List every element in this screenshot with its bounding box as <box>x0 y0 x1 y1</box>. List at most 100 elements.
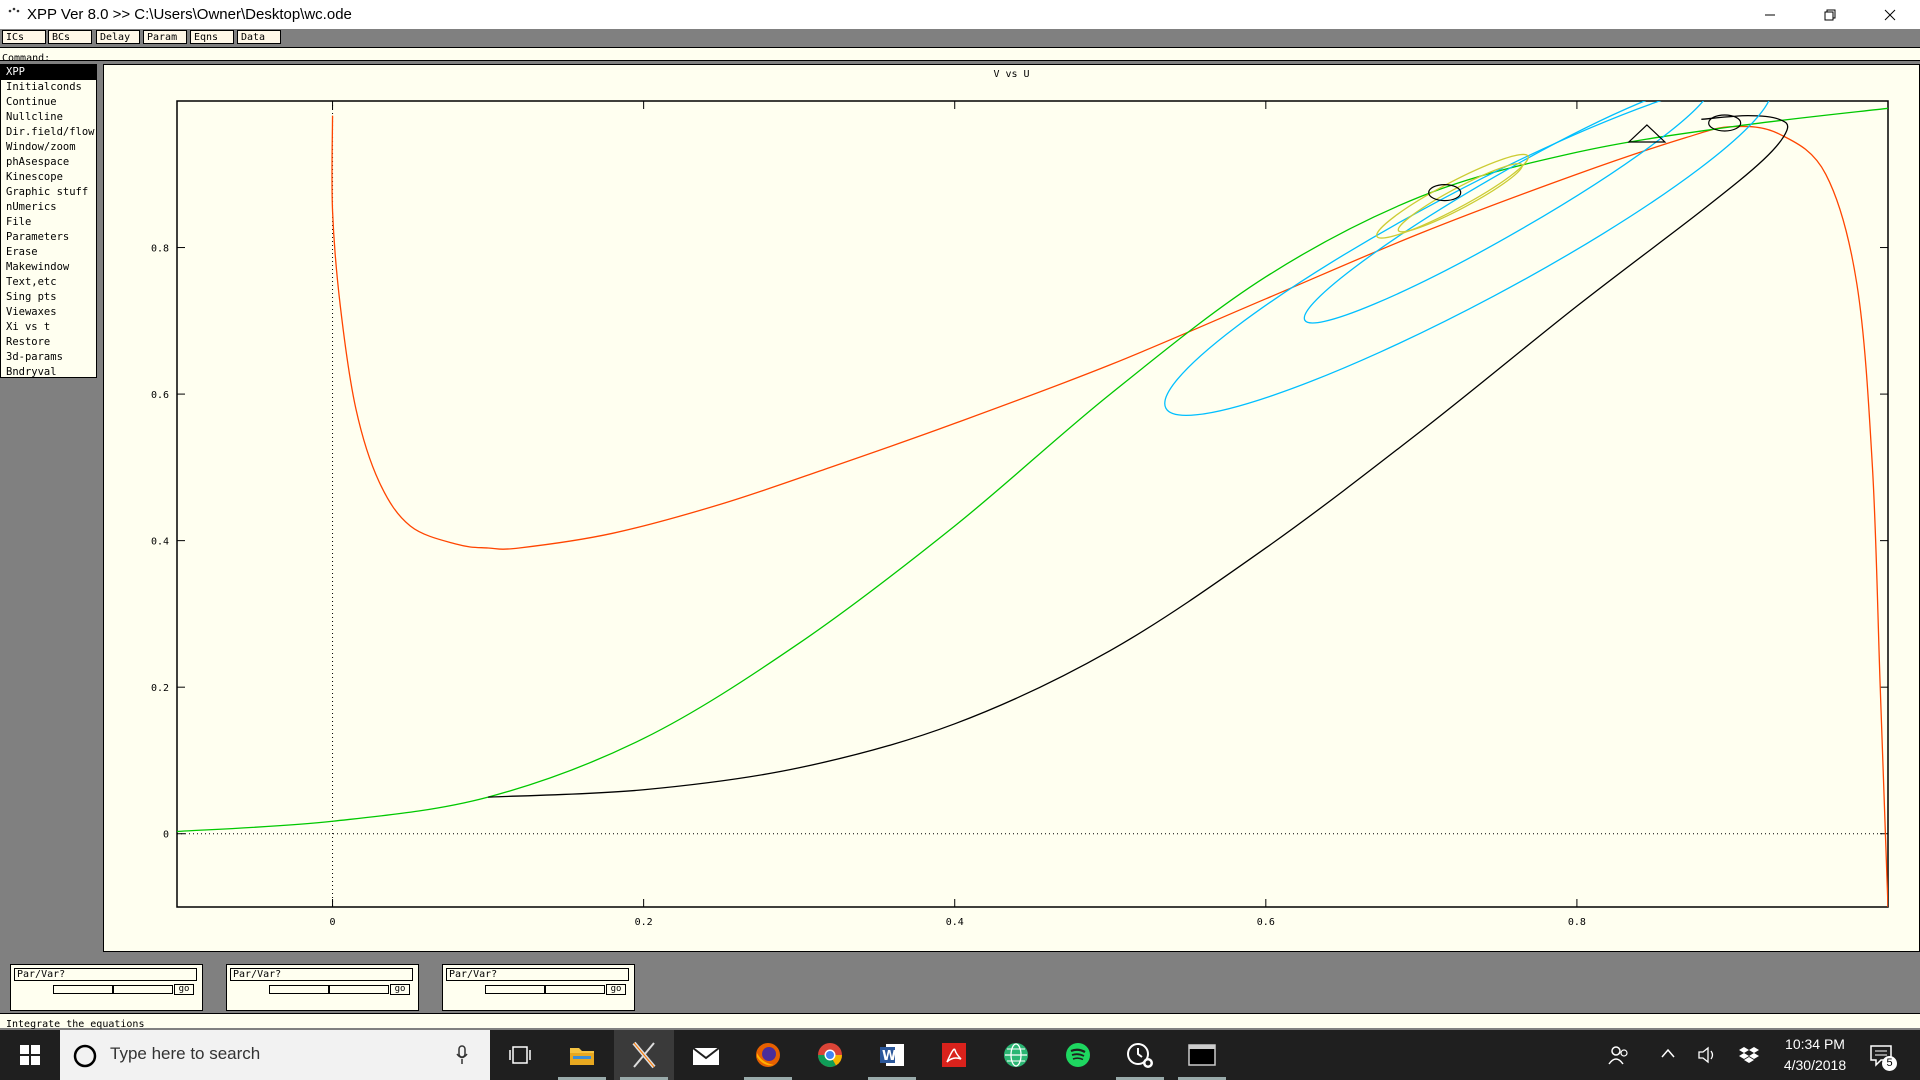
windows-taskbar: Type here to search W <box>0 1030 1920 1080</box>
fixed-point-2 <box>1627 124 1667 143</box>
minimize-icon <box>1765 14 1775 15</box>
orbit-4-0 <box>1376 153 1529 239</box>
active-indicator <box>1116 1077 1164 1080</box>
clock-time: 10:34 PM <box>1785 1036 1845 1052</box>
main-menu: XPP Initialconds Continue Nullcline Dir.… <box>0 64 97 378</box>
plot-curves <box>177 101 1888 907</box>
slider-3-label[interactable]: Par/Var? <box>446 968 629 981</box>
bcs-button[interactable]: BCs <box>48 30 92 44</box>
slider-3-go-button[interactable]: go <box>606 984 626 995</box>
taskbar-search-box[interactable]: Type here to search <box>60 1030 490 1080</box>
menu-item-xpp[interactable]: XPP <box>1 65 96 80</box>
geogebra-button[interactable] <box>986 1030 1046 1080</box>
svg-text:W: W <box>882 1049 896 1064</box>
close-button[interactable] <box>1860 0 1920 29</box>
menu-item-xi-vs-t[interactable]: Xi vs t <box>6 321 51 333</box>
spotify-button[interactable] <box>1048 1030 1108 1080</box>
task-view-icon <box>509 1046 531 1064</box>
menu-item-3d-params[interactable]: 3d-params <box>6 351 63 363</box>
menu-item-viewaxes[interactable]: Viewaxes <box>6 306 57 318</box>
slider-1-track[interactable] <box>53 985 173 994</box>
data-button[interactable]: Data <box>237 30 281 44</box>
terminal-button[interactable] <box>1172 1030 1232 1080</box>
phase-plane-plot[interactable]: 0 0.2 0.4 0.6 0.8 0 0.2 0.4 0.6 0.8 <box>104 65 1919 951</box>
slider-3-knob[interactable] <box>544 986 546 993</box>
chevron-up-icon[interactable] <box>1660 1047 1676 1061</box>
slider-2-knob[interactable] <box>328 986 330 993</box>
plot-frame <box>176 100 1889 908</box>
microphone-icon[interactable] <box>455 1045 469 1065</box>
orbit-4-1 <box>1397 162 1523 233</box>
restore-button[interactable] <box>1800 0 1860 29</box>
restore-icon <box>1824 9 1836 20</box>
file-explorer-button[interactable] <box>552 1030 612 1080</box>
menu-item-numerics[interactable]: nUmerics <box>6 201 57 213</box>
word-button[interactable]: W <box>862 1030 922 1080</box>
chrome-icon <box>818 1043 842 1068</box>
menu-item-restore[interactable]: Restore <box>6 336 51 348</box>
notification-icon <box>1870 1045 1892 1067</box>
eqns-button[interactable]: Eqns <box>190 30 234 44</box>
slider-3-track[interactable] <box>485 985 605 994</box>
minimize-button[interactable] <box>1740 0 1800 29</box>
spotify-icon <box>1066 1043 1090 1067</box>
dropbox-icon[interactable] <box>1738 1045 1760 1065</box>
cortana-icon <box>73 1044 97 1068</box>
mail-button[interactable] <box>676 1030 736 1080</box>
alarms-button[interactable] <box>1110 1030 1170 1080</box>
param-button[interactable]: Param <box>143 30 187 44</box>
active-indicator <box>620 1077 668 1080</box>
action-center-button[interactable]: 5 <box>1868 1042 1897 1071</box>
acrobat-button[interactable] <box>924 1030 984 1080</box>
y-tick-label: 0.6 <box>151 390 169 401</box>
xpp-taskbar-button[interactable] <box>614 1030 674 1080</box>
ics-button[interactable]: ICs <box>2 30 46 44</box>
orbit-3-1 <box>1303 101 1711 324</box>
status-text: Integrate the equations <box>6 1019 145 1030</box>
x-tick-label: 0.2 <box>635 917 653 928</box>
task-view-button[interactable] <box>490 1030 550 1080</box>
slider-1-label[interactable]: Par/Var? <box>14 968 197 981</box>
active-indicator <box>868 1077 916 1080</box>
fixed-point-0 <box>1428 183 1462 202</box>
series-line-2 <box>488 115 1789 798</box>
x-tick-label: 0.4 <box>946 917 964 928</box>
start-button[interactable] <box>0 1030 60 1080</box>
menu-item-file[interactable]: File <box>6 216 32 228</box>
menu-item-sing-pts[interactable]: Sing pts <box>6 291 57 303</box>
slider-2-label[interactable]: Par/Var? <box>230 968 413 981</box>
slider-2-go-button[interactable]: go <box>390 984 410 995</box>
chrome-button[interactable] <box>800 1030 860 1080</box>
orbit-3-0 <box>1164 101 1772 417</box>
menu-item-phasespace[interactable]: phAsespace <box>6 156 70 168</box>
command-line[interactable]: Command: <box>0 47 1920 64</box>
people-icon[interactable] <box>1608 1044 1630 1066</box>
menu-item-parameters[interactable]: Parameters <box>6 231 70 243</box>
slider-2-track[interactable] <box>269 985 389 994</box>
slider-1-go-button[interactable]: go <box>174 984 194 995</box>
menu-item-dirfield[interactable]: Dir.field/flow <box>6 126 95 138</box>
menu-item-kinescope[interactable]: Kinescope <box>6 171 63 183</box>
globe-icon <box>1004 1043 1028 1067</box>
volume-icon[interactable] <box>1697 1045 1719 1065</box>
menu-item-window-zoom[interactable]: Window/zoom <box>6 141 76 153</box>
system-clock[interactable]: 10:34 PM 4/30/2018 <box>1765 1034 1865 1076</box>
menu-item-erase[interactable]: Erase <box>6 246 38 258</box>
menu-item-bndryval[interactable]: Bndryval <box>6 366 57 378</box>
firefox-button[interactable] <box>738 1030 798 1080</box>
y-tick-label: 0.8 <box>151 244 169 255</box>
delay-button[interactable]: Delay <box>96 30 140 44</box>
series-line-0 <box>331 115 1888 907</box>
menu-item-makewindow[interactable]: Makewindow <box>6 261 70 273</box>
menu-item-continue[interactable]: Continue <box>6 96 57 108</box>
menu-item-initialconds[interactable]: Initialconds <box>6 81 82 93</box>
slider-1-knob[interactable] <box>112 986 114 993</box>
folder-icon <box>570 1048 594 1065</box>
graph-window[interactable]: V vs U 0 0.2 0.4 0.6 0.8 0 0.2 0.4 0.6 0.8 <box>103 64 1920 952</box>
menu-item-nullcline[interactable]: Nullcline <box>6 111 63 123</box>
menu-item-graphic-stuff[interactable]: Graphic stuff <box>6 186 89 198</box>
menu-item-text-etc[interactable]: Text,etc <box>6 276 57 288</box>
clock-date: 4/30/2018 <box>1783 1057 1847 1073</box>
firefox-icon <box>756 1043 780 1067</box>
x-window-icon <box>632 1041 656 1069</box>
